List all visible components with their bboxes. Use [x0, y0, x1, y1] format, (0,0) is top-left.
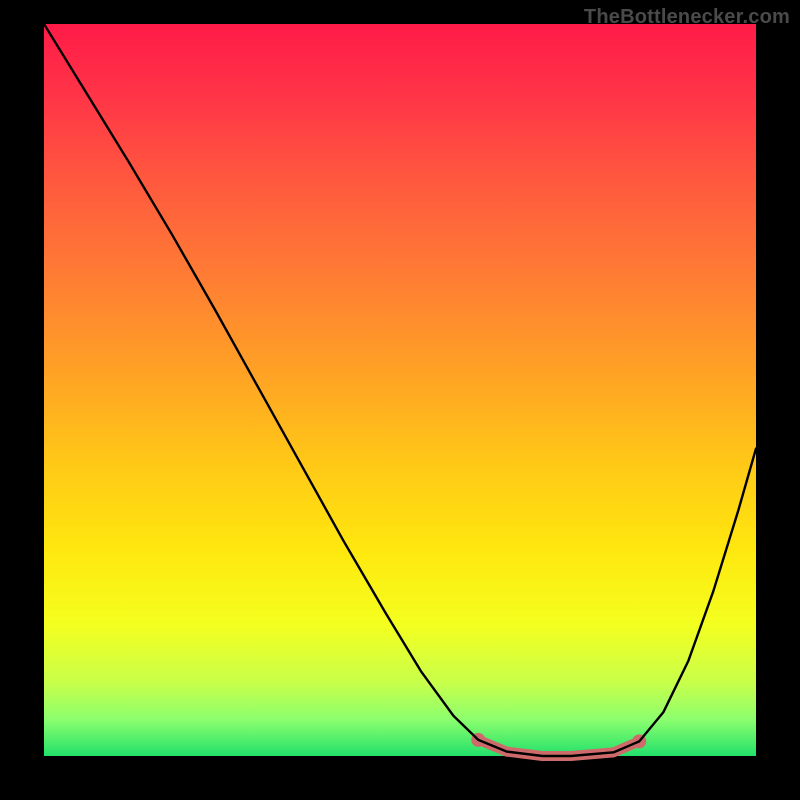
- figure-container: TheBottlenecker.com: [0, 0, 800, 800]
- plot-gradient-background: [44, 24, 756, 756]
- watermark-text: TheBottlenecker.com: [584, 6, 790, 29]
- bottleneck-chart: [0, 0, 800, 800]
